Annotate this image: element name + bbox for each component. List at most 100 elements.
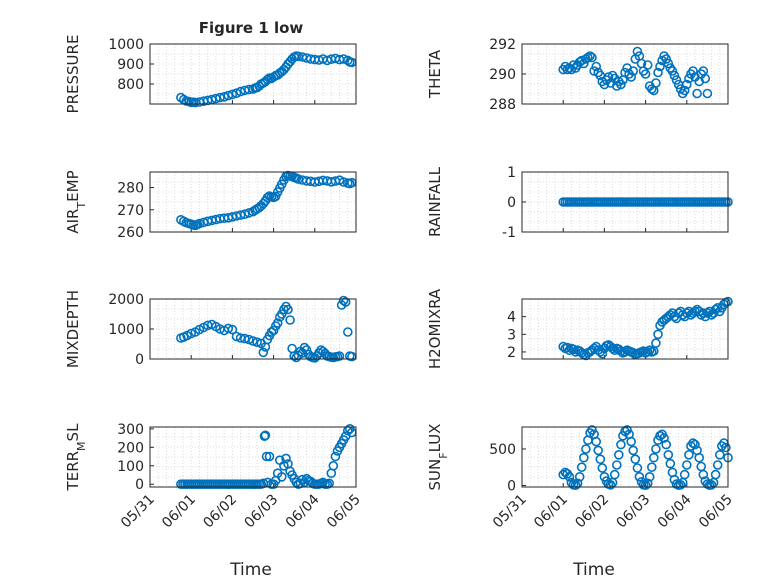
data-point <box>632 46 643 57</box>
data-point <box>609 469 620 480</box>
data-point <box>330 451 341 462</box>
y-axis-label-6: TERRMSL <box>64 423 88 492</box>
panel-theta: 288 290 292 THETA <box>426 37 729 113</box>
y-tick-label: 270 <box>117 203 144 219</box>
data-point <box>252 337 262 348</box>
data-point <box>628 445 639 456</box>
data-point <box>578 452 589 463</box>
data-point <box>574 471 585 482</box>
data-point <box>219 92 229 102</box>
data-point <box>597 348 608 359</box>
data-point <box>268 325 279 336</box>
data-point <box>591 61 602 72</box>
axes-box <box>521 171 729 233</box>
data-point <box>605 479 616 490</box>
data-point <box>587 52 597 63</box>
data-point <box>669 70 680 81</box>
data-point <box>679 469 690 480</box>
y-tick-label: 290 <box>489 67 516 83</box>
y-tick-label: 0 <box>507 195 516 211</box>
data-point <box>616 439 626 450</box>
data-point <box>258 347 269 358</box>
y-axis-label-0: PRESSURE <box>64 35 82 114</box>
data-point <box>283 304 293 315</box>
y-tick-label: 500 <box>489 442 516 458</box>
data-point <box>688 66 698 76</box>
y-tick-label: 0 <box>507 479 516 495</box>
data-point <box>655 61 665 72</box>
data-point <box>597 463 608 473</box>
data-point <box>710 469 721 480</box>
data-point <box>721 442 731 453</box>
y-tick-label: 292 <box>489 37 516 53</box>
axes-box <box>521 426 729 488</box>
data-point <box>684 449 694 460</box>
data-point <box>248 336 258 346</box>
data-point <box>692 88 702 99</box>
data-point <box>227 89 238 100</box>
data-point <box>630 454 641 465</box>
data-point <box>607 343 618 354</box>
panel-rainfall: -1 0 1 RAINFALL <box>426 165 733 241</box>
data-point <box>270 191 281 202</box>
data-point <box>622 425 632 435</box>
data-point <box>235 210 246 220</box>
data-point <box>626 436 637 447</box>
data-point <box>285 315 295 325</box>
data-point <box>276 309 287 319</box>
data-point <box>646 462 657 473</box>
data-point <box>663 449 674 460</box>
data-point <box>671 75 682 85</box>
y-axis-label-2: AIRTEMP <box>64 170 88 233</box>
data-point <box>611 81 622 91</box>
data-point <box>679 85 690 96</box>
data-point <box>675 84 686 94</box>
y-axis-label-4: MIXDEPTH <box>64 290 82 368</box>
data-point <box>651 338 661 348</box>
y-tick-label: 1 <box>507 165 516 181</box>
y-tick-label: 1000 <box>108 322 144 338</box>
data-point <box>589 66 599 76</box>
axes-box <box>149 171 357 233</box>
data-point <box>609 345 620 356</box>
data-point <box>653 329 663 340</box>
data-point <box>651 78 661 88</box>
data-point <box>626 72 637 82</box>
data-point <box>634 471 645 482</box>
data-point <box>613 449 624 460</box>
data-point <box>564 471 575 482</box>
data-point <box>272 318 283 328</box>
axes-box <box>521 43 729 105</box>
panel-h2omixra: 2 34 H2OMIXRA <box>426 288 733 369</box>
data-point <box>289 351 300 361</box>
data-point <box>244 334 254 345</box>
x-axis-label-left: Time <box>229 560 272 580</box>
data-point <box>260 430 271 441</box>
data-point <box>240 333 250 344</box>
y-axis-label-5: H2OMIXRA <box>426 288 444 369</box>
data-point <box>281 453 291 464</box>
data-point <box>659 433 669 443</box>
y-tick-label: 0 <box>135 352 144 368</box>
x-axis-label-right: Time <box>572 560 615 580</box>
y-tick-label: 300 <box>117 422 144 438</box>
data-point <box>223 90 234 101</box>
data-point <box>261 451 272 462</box>
data-point <box>264 451 275 462</box>
data-point <box>566 64 577 75</box>
data-point <box>712 460 723 470</box>
axes-box <box>521 298 729 360</box>
axes-box <box>149 298 357 360</box>
data-point <box>593 445 604 456</box>
data-point <box>665 458 676 469</box>
y-tick-label: 0 <box>135 477 144 493</box>
data-point <box>186 328 196 339</box>
data-point <box>583 52 593 63</box>
data-point <box>663 58 674 69</box>
data-point <box>690 439 700 450</box>
data-point <box>568 344 579 355</box>
y-tick-label: -1 <box>502 225 516 241</box>
data-point <box>581 444 591 454</box>
data-point <box>591 436 602 447</box>
